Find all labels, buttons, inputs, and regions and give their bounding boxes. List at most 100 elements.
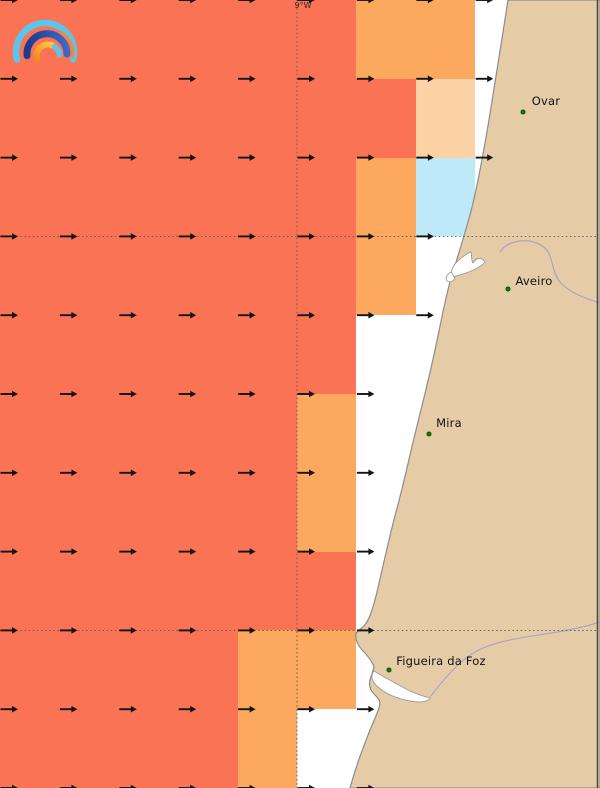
direction-arrow-head bbox=[71, 154, 78, 161]
wave-cell bbox=[0, 394, 60, 473]
vouga-river bbox=[499, 240, 600, 304]
wave-cell bbox=[0, 157, 60, 237]
wave-cell bbox=[415, 78, 476, 158]
wave-cell bbox=[297, 78, 357, 158]
wave-cell bbox=[297, 315, 357, 394]
wave-cell bbox=[297, 157, 357, 237]
wave-cell bbox=[0, 709, 60, 788]
direction-arrow-head bbox=[190, 705, 197, 713]
direction-arrow-head bbox=[309, 75, 315, 83]
direction-arrow-head bbox=[427, 233, 434, 240]
direction-arrow-head bbox=[130, 0, 137, 4]
direction-arrow-head bbox=[71, 784, 78, 788]
wave-cell bbox=[59, 394, 119, 473]
wave-cell bbox=[0, 236, 60, 316]
direction-arrow-head bbox=[12, 390, 18, 398]
direction-arrow-head bbox=[190, 784, 197, 788]
direction-arrow-head bbox=[427, 154, 434, 161]
wave-cell bbox=[59, 709, 119, 788]
direction-arrow-head bbox=[249, 469, 256, 477]
wave-cell bbox=[356, 236, 416, 316]
direction-arrow-head bbox=[487, 0, 494, 4]
direction-arrow-head bbox=[368, 154, 375, 161]
wave-cell bbox=[59, 551, 119, 631]
direction-arrow-head bbox=[249, 548, 256, 555]
direction-arrow-head bbox=[309, 154, 315, 161]
wave-cell bbox=[118, 630, 179, 710]
wave-cell bbox=[59, 472, 119, 552]
wave-cell bbox=[178, 709, 238, 788]
wave-cell bbox=[237, 0, 297, 79]
wave-cell bbox=[0, 551, 60, 631]
wave-cell bbox=[0, 78, 60, 158]
direction-arrow-head bbox=[249, 75, 256, 83]
direction-arrow-head bbox=[12, 784, 18, 788]
direction-arrow-head bbox=[130, 75, 137, 83]
wave-cell bbox=[118, 551, 179, 631]
direction-arrow-head bbox=[309, 548, 315, 555]
direction-arrow-head bbox=[130, 784, 137, 788]
direction-arrow-head bbox=[309, 705, 315, 713]
direction-arrow-head bbox=[130, 390, 137, 398]
wave-cell bbox=[237, 315, 297, 394]
wave-cell bbox=[0, 315, 60, 394]
direction-arrow-head bbox=[427, 0, 434, 4]
wave-cell bbox=[178, 157, 238, 237]
wave-cell bbox=[356, 0, 416, 79]
land-polygon bbox=[349, 0, 600, 788]
direction-arrow-head bbox=[249, 233, 256, 240]
direction-arrow-head bbox=[130, 627, 137, 634]
wave-cell bbox=[297, 472, 357, 552]
wave-cell bbox=[178, 78, 238, 158]
direction-arrow-head bbox=[368, 390, 375, 398]
wave-cell bbox=[59, 630, 119, 710]
wave-cell bbox=[59, 315, 119, 394]
direction-arrow-head bbox=[309, 390, 315, 398]
direction-arrow-head bbox=[130, 705, 137, 713]
direction-arrow-head bbox=[249, 705, 256, 713]
direction-arrow-head bbox=[130, 469, 137, 477]
direction-arrow-head bbox=[12, 75, 18, 83]
wave-cell bbox=[0, 472, 60, 552]
direction-arrow-head bbox=[12, 0, 18, 4]
direction-arrow-head bbox=[190, 311, 197, 319]
direction-arrow-head bbox=[249, 627, 256, 634]
wave-cell bbox=[59, 78, 119, 158]
direction-arrow-head bbox=[71, 0, 78, 4]
direction-arrow-head bbox=[71, 390, 78, 398]
direction-arrow-head bbox=[130, 548, 137, 555]
wave-cell bbox=[297, 394, 357, 473]
wave-cell bbox=[297, 630, 357, 710]
direction-arrow-head bbox=[427, 311, 434, 319]
direction-arrow-head bbox=[249, 311, 256, 319]
wave-cell bbox=[0, 630, 60, 710]
direction-arrow-head bbox=[249, 154, 256, 161]
rainbow-logo-icon bbox=[12, 19, 78, 63]
direction-arrow-head bbox=[71, 233, 78, 240]
wave-cell bbox=[118, 394, 179, 473]
wave-cell bbox=[237, 551, 297, 631]
direction-arrow-head bbox=[71, 75, 78, 83]
direction-arrow-head bbox=[130, 233, 137, 240]
wave-cell bbox=[178, 315, 238, 394]
direction-arrow-head bbox=[190, 548, 197, 555]
direction-arrow-head bbox=[12, 233, 18, 240]
direction-arrow-head bbox=[368, 0, 375, 4]
direction-arrow-head bbox=[487, 154, 494, 161]
wave-cell bbox=[118, 315, 179, 394]
wave-cell bbox=[237, 394, 297, 473]
wave-cell bbox=[118, 0, 179, 79]
direction-arrow-head bbox=[190, 75, 197, 83]
wave-cell bbox=[178, 630, 238, 710]
direction-arrow-head bbox=[12, 548, 18, 555]
logo-inner-blue-arc bbox=[51, 43, 63, 58]
direction-arrow-head bbox=[71, 627, 78, 634]
wave-cell bbox=[59, 236, 119, 316]
wave-cell bbox=[237, 630, 297, 710]
direction-arrow-head bbox=[309, 469, 315, 477]
direction-arrow-head bbox=[309, 784, 315, 788]
direction-arrow-head bbox=[309, 311, 315, 319]
direction-arrow-head bbox=[12, 469, 18, 477]
